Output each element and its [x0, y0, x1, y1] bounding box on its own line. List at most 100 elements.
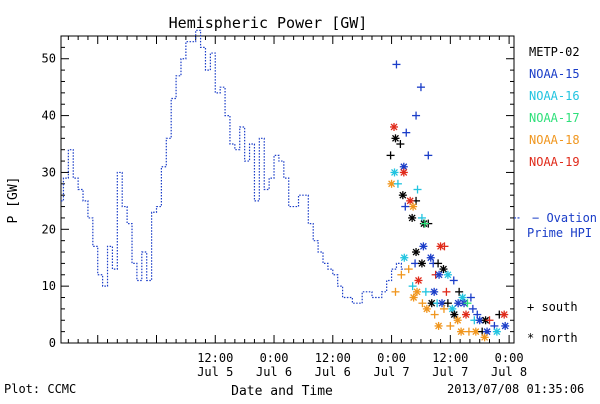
data-point — [414, 276, 423, 285]
point-stroke — [409, 203, 417, 211]
point-stroke — [400, 254, 408, 262]
data-point — [399, 162, 408, 171]
y-tick-label: 10 — [42, 279, 56, 293]
data-point — [463, 299, 472, 308]
ovation-label-line2: Prime HPI — [527, 226, 592, 240]
data-point — [399, 168, 408, 177]
data-point — [401, 202, 410, 211]
point-stroke — [501, 322, 509, 330]
data-point — [434, 321, 443, 330]
data-point — [408, 282, 417, 291]
point-stroke — [400, 168, 408, 176]
data-point — [430, 287, 439, 296]
data-point — [500, 310, 509, 319]
point-stroke — [481, 333, 489, 341]
x-tick-label-date: Jul 7 — [374, 365, 410, 379]
x-tick-label-time: 12:00 — [315, 351, 351, 365]
point-stroke — [462, 311, 470, 319]
legend-item: METP-02 — [529, 45, 580, 59]
point-stroke — [428, 299, 436, 307]
data-point — [464, 327, 473, 336]
chart-title: Hemispheric Power [GW] — [169, 14, 368, 32]
marker-legend-item: + south — [527, 300, 578, 314]
point-stroke — [413, 288, 421, 296]
data-point — [442, 287, 451, 296]
data-point — [397, 270, 406, 279]
x-tick-label-time: 0:00 — [377, 351, 406, 365]
data-point — [434, 259, 443, 268]
x-tick-label-date: Jul 8 — [491, 365, 527, 379]
x-tick-label-time: 12:00 — [197, 351, 233, 365]
ovation-label-line1: − Ovation — [532, 211, 597, 225]
point-stroke — [476, 316, 484, 324]
point-stroke — [415, 277, 422, 284]
point-stroke — [450, 311, 458, 319]
point-stroke — [448, 305, 456, 313]
x-tick-label-date: Jul 6 — [315, 365, 351, 379]
data-point — [396, 140, 405, 149]
data-point — [393, 179, 402, 188]
data-point — [411, 259, 420, 268]
data-point — [408, 213, 417, 222]
data-point — [446, 321, 455, 330]
legend-item: NOAA-19 — [529, 155, 580, 169]
data-point — [391, 134, 400, 143]
ovation-series — [61, 29, 406, 304]
data-point — [453, 316, 462, 325]
y-axis-label: P [GW] — [6, 177, 21, 224]
data-point — [386, 151, 395, 160]
plot-timestamp: 2013/07/08 01:35:06 — [447, 382, 585, 396]
x-tick-label-date: Jul 6 — [256, 365, 292, 379]
data-point — [417, 213, 426, 222]
point-stroke — [406, 197, 414, 205]
y-tick-label: 0 — [49, 336, 56, 350]
point-stroke — [390, 123, 398, 131]
point-stroke — [438, 299, 446, 307]
ovation-step-line — [61, 29, 406, 304]
point-stroke — [430, 288, 438, 296]
x-axis-label: Date and Time — [231, 384, 333, 399]
y-tick-label: 50 — [42, 52, 56, 66]
data-point — [449, 276, 458, 285]
point-stroke — [454, 299, 462, 307]
data-point — [440, 242, 449, 251]
data-point — [492, 327, 501, 336]
data-point — [413, 185, 422, 194]
data-point — [443, 299, 452, 308]
data-point — [412, 248, 421, 257]
data-point — [480, 333, 489, 342]
point-stroke — [500, 311, 508, 319]
data-point — [417, 259, 426, 268]
point-stroke — [423, 305, 431, 313]
legend-item: NOAA-16 — [529, 89, 580, 103]
data-point — [409, 293, 418, 302]
y-tick-label: 30 — [42, 165, 56, 179]
data-point — [466, 293, 475, 302]
data-point — [412, 111, 421, 120]
data-point — [390, 122, 399, 131]
legend-item: NOAA-15 — [529, 67, 580, 81]
data-point — [402, 128, 411, 137]
data-points — [386, 60, 510, 342]
data-point — [422, 304, 431, 313]
point-stroke — [399, 191, 407, 199]
data-point — [457, 327, 466, 336]
data-point — [409, 202, 418, 211]
data-point — [420, 219, 429, 228]
plot-frame — [60, 35, 515, 344]
y-tick-label: 40 — [42, 109, 56, 123]
point-stroke — [435, 322, 443, 330]
data-point — [419, 242, 428, 251]
data-point — [400, 253, 409, 262]
data-point — [439, 304, 448, 313]
data-point — [485, 316, 494, 325]
data-point — [458, 293, 467, 302]
data-point — [501, 321, 510, 330]
data-point — [387, 179, 396, 188]
data-point — [413, 287, 422, 296]
data-point — [406, 196, 415, 205]
data-point — [390, 168, 399, 177]
y-tick-label: 20 — [42, 222, 56, 236]
data-point — [424, 151, 433, 160]
